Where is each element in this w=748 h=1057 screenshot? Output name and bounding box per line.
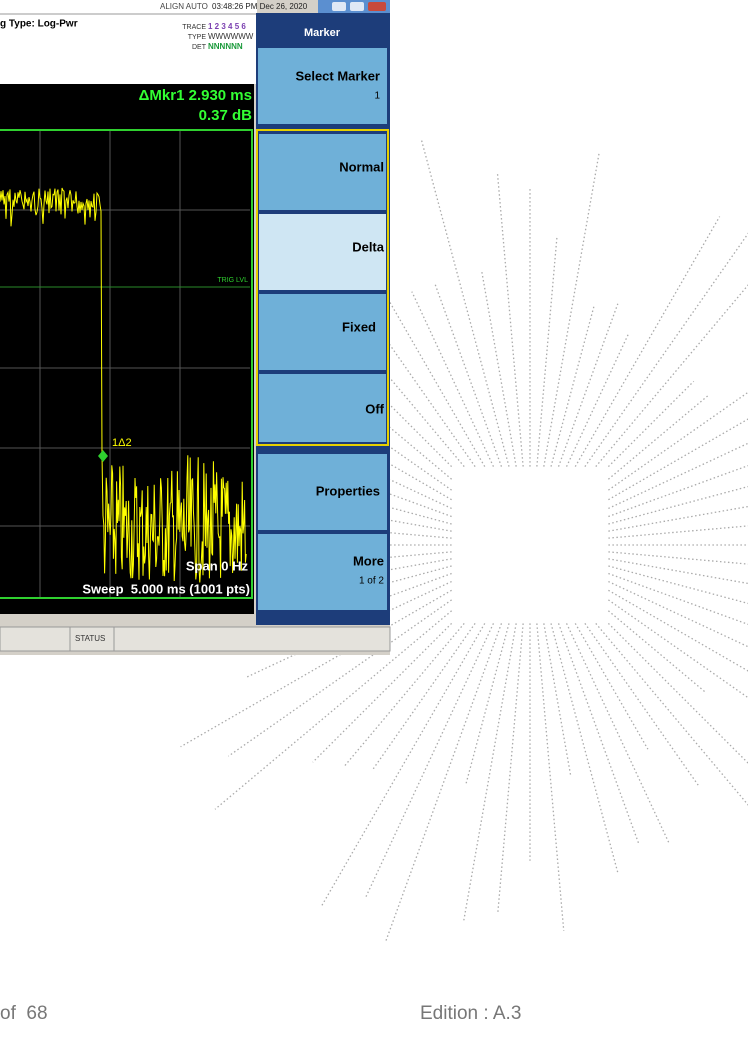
dotted-ray	[321, 623, 486, 906]
dotted-ray	[608, 551, 748, 565]
softkey-value: 1 of 2	[359, 576, 384, 587]
dotted-ray	[381, 367, 465, 468]
dotted-ray	[608, 418, 748, 501]
dotted-ray	[462, 623, 517, 923]
type-values: WWWWWW	[208, 32, 254, 41]
dotted-ray	[214, 610, 453, 810]
marker	[98, 450, 108, 462]
dotted-ray	[536, 236, 558, 467]
type-label: TYPE	[188, 34, 207, 41]
dotted-ray	[574, 216, 721, 467]
softkey-group	[256, 129, 389, 446]
softkey-label: More	[353, 553, 384, 568]
dotted-ray	[608, 391, 748, 491]
softkey-label: Select Marker	[295, 68, 380, 83]
dotted-ray	[411, 291, 495, 467]
edition: Edition : A.3	[420, 1003, 521, 1024]
dotted-ray	[595, 622, 748, 806]
dotted-ray	[557, 303, 619, 467]
dotted-ray	[434, 283, 503, 467]
trace	[0, 187, 247, 583]
dotted-ray	[235, 492, 452, 532]
trace-label: TRACE	[182, 24, 206, 31]
dotted-ray	[228, 599, 452, 757]
dotted-ray	[384, 623, 503, 943]
dotted-ray	[565, 333, 629, 467]
marker-readout-value: 0.37 dB	[199, 107, 253, 124]
dotted-ray	[608, 599, 748, 699]
dotted-ray	[543, 152, 600, 467]
det-label: DET	[192, 44, 207, 51]
status: STATUS	[75, 634, 105, 643]
dotted-ray	[607, 380, 695, 468]
dotted-ray	[420, 139, 510, 467]
dotted-ray	[342, 622, 465, 768]
dotted-ray	[557, 623, 640, 845]
avg-type: g Type: Log-Pwr	[0, 19, 78, 30]
marker-label: 1Δ2	[112, 437, 132, 449]
dotted-ray	[241, 572, 452, 651]
page-number: of 68	[0, 1003, 48, 1024]
marker-readout: ΔMkr1 2.930 ms	[139, 87, 252, 104]
dotted-ray	[607, 394, 710, 480]
dotted-ray	[607, 610, 707, 694]
span: Span 0 Hz	[186, 558, 249, 573]
dotted-ray	[481, 271, 517, 467]
dotted-ray	[497, 623, 524, 914]
dotted-ray	[608, 589, 748, 672]
dotted-ray	[565, 623, 670, 844]
softkey[interactable]	[259, 134, 386, 210]
dotted-ray	[550, 623, 619, 874]
dotted-ray	[550, 304, 596, 467]
dotted-ray	[608, 505, 748, 532]
dotted-ray	[595, 284, 748, 468]
softkey-label: Fixed	[342, 319, 376, 334]
softkey-label: Delta	[352, 239, 385, 254]
dotted-ray	[608, 485, 748, 525]
maximize-button[interactable]	[350, 2, 364, 11]
dotted-ray	[607, 622, 748, 764]
sweep: Sweep 5.000 ms (1001 pts)	[82, 581, 250, 596]
softkey[interactable]	[259, 374, 386, 442]
close-button[interactable]	[368, 2, 386, 11]
dotted-ray	[364, 623, 495, 899]
dotted-ray	[496, 171, 524, 467]
dotted-ray	[608, 442, 748, 510]
graticule-border	[0, 129, 253, 599]
menu-title: Marker	[304, 27, 341, 39]
dotted-ray	[180, 589, 452, 748]
softkey[interactable]	[259, 294, 386, 370]
softkey[interactable]	[258, 534, 387, 610]
dotted-ray	[584, 232, 748, 467]
softkey[interactable]	[258, 454, 387, 530]
status-strip	[0, 626, 391, 652]
dotted-ray	[543, 623, 572, 775]
softkey-label: Properties	[316, 483, 380, 498]
dotted-ray	[608, 525, 748, 539]
dotted-ray	[574, 623, 649, 750]
softkey-label: Normal	[339, 159, 384, 174]
dotted-ray	[608, 565, 748, 605]
dotted-ray	[536, 623, 565, 931]
softkey[interactable]	[258, 48, 387, 124]
align-status: ALIGN AUTO	[160, 2, 208, 11]
dotted-ray	[584, 623, 700, 787]
dotted-ray	[608, 464, 748, 518]
dotted-ray	[608, 572, 748, 626]
datetime: 03:48:26 PM Dec 26, 2020	[212, 2, 308, 11]
dotted-ray	[608, 558, 748, 585]
trigger-label: TRIG LVL	[217, 277, 248, 284]
det-values: NNNNNN	[208, 42, 243, 51]
softkey-selected[interactable]	[259, 214, 386, 290]
softkey-label: Off	[365, 401, 384, 416]
trace-numbers: 1 2 3 4 5 6	[208, 22, 246, 31]
dotted-ray	[312, 622, 453, 763]
minimize-button[interactable]	[332, 2, 346, 11]
dotted-ray	[608, 580, 748, 648]
softkey-value: 1	[374, 91, 380, 102]
